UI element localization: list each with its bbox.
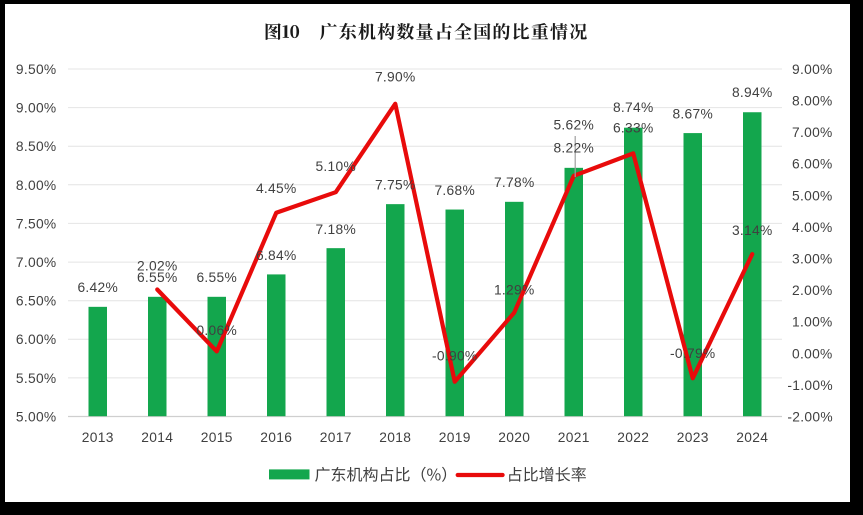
svg-text:4.45%: 4.45% [256,181,297,196]
svg-text:9.00%: 9.00% [16,101,57,116]
svg-text:8.74%: 8.74% [613,100,654,115]
svg-text:2017: 2017 [320,430,352,445]
svg-text:6.00%: 6.00% [792,157,833,172]
svg-text:-2.00%: -2.00% [787,409,833,424]
svg-text:6.33%: 6.33% [613,120,654,135]
svg-text:6.55%: 6.55% [137,270,178,285]
svg-text:6.84%: 6.84% [256,248,297,263]
svg-text:-0.79%: -0.79% [670,346,716,361]
svg-text:-0.90%: -0.90% [432,348,478,363]
svg-text:8.00%: 8.00% [792,94,833,109]
svg-text:8.50%: 8.50% [16,139,57,154]
svg-text:2020: 2020 [498,430,530,445]
svg-text:7.18%: 7.18% [315,222,356,237]
svg-text:2.02%: 2.02% [137,258,178,273]
svg-text:2019: 2019 [439,430,471,445]
svg-text:7.68%: 7.68% [434,183,475,198]
svg-text:2.00%: 2.00% [792,283,833,298]
svg-text:0.00%: 0.00% [792,346,833,361]
svg-text:2022: 2022 [617,430,649,445]
svg-text:4.00%: 4.00% [792,220,833,235]
svg-text:7.00%: 7.00% [16,255,57,270]
svg-text:9.00%: 9.00% [792,62,833,77]
svg-text:5.10%: 5.10% [315,159,356,174]
svg-text:0.06%: 0.06% [196,323,237,338]
svg-text:5.00%: 5.00% [16,409,57,424]
svg-text:5.50%: 5.50% [16,371,57,386]
svg-text:3.00%: 3.00% [792,252,833,267]
svg-text:8.00%: 8.00% [16,178,57,193]
svg-text:6.42%: 6.42% [77,280,118,295]
svg-text:2024: 2024 [736,430,768,445]
svg-text:7.50%: 7.50% [16,216,57,231]
svg-text:9.50%: 9.50% [16,62,57,77]
svg-text:7.90%: 7.90% [375,69,416,84]
svg-text:6.55%: 6.55% [196,270,237,285]
svg-text:-1.00%: -1.00% [787,378,833,393]
svg-text:6.50%: 6.50% [16,294,57,309]
svg-text:8.67%: 8.67% [672,106,713,121]
svg-text:5.00%: 5.00% [792,188,833,203]
svg-text:8.94%: 8.94% [732,85,773,100]
svg-text:2021: 2021 [558,430,590,445]
svg-text:5.62%: 5.62% [553,117,594,132]
svg-text:2023: 2023 [677,430,709,445]
svg-text:2015: 2015 [201,430,233,445]
svg-text:7.00%: 7.00% [792,125,833,140]
svg-text:2013: 2013 [82,430,114,445]
svg-text:8.22%: 8.22% [553,140,594,155]
svg-text:2014: 2014 [141,430,173,445]
svg-text:1.29%: 1.29% [494,282,535,297]
svg-text:6.00%: 6.00% [16,332,57,347]
svg-text:2018: 2018 [379,430,411,445]
svg-text:7.78%: 7.78% [494,175,535,190]
svg-text:1.00%: 1.00% [792,315,833,330]
svg-text:2016: 2016 [260,430,292,445]
svg-text:7.75%: 7.75% [375,177,416,192]
svg-text:3.14%: 3.14% [732,223,773,238]
